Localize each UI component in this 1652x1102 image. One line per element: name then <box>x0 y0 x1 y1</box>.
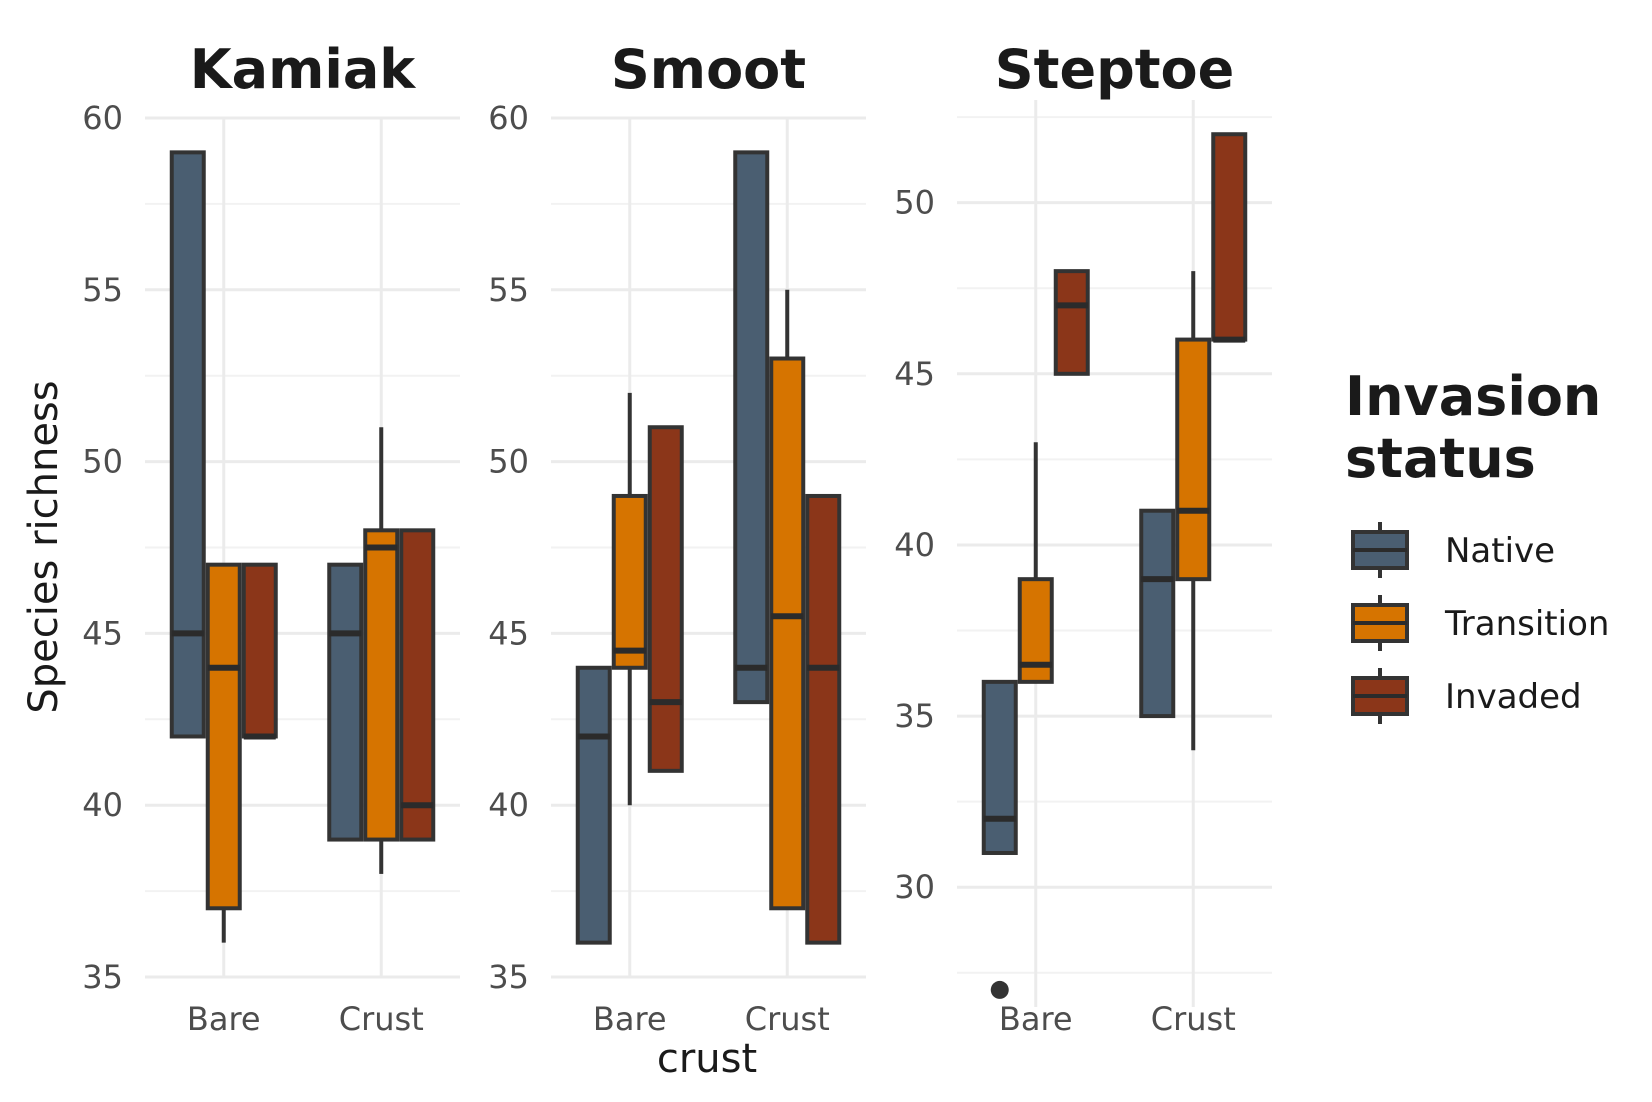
y-tick-label: 40 <box>488 786 529 824</box>
box-body <box>733 150 770 705</box>
legend-item-native: Native <box>1351 522 1555 578</box>
outlier-point <box>990 980 1009 999</box>
y-tick-label: 35 <box>894 697 935 735</box>
facet-steptoe: 30 35 40 45 50 Bare Crust Steptoe <box>894 38 1272 1038</box>
box-bare-transition <box>611 392 648 806</box>
box-crust-transition <box>769 289 806 911</box>
box-body <box>647 425 684 773</box>
x-tick-label: Bare <box>999 1000 1073 1038</box>
box-crust-invaded <box>399 528 436 842</box>
box-body <box>981 679 1018 855</box>
legend-item-transition: Transition <box>1351 595 1609 651</box>
box-body <box>769 356 806 911</box>
y-tick-label: 50 <box>82 443 123 481</box>
box-body <box>363 528 400 842</box>
y-tick-label: 50 <box>894 184 935 222</box>
box-body <box>1211 132 1248 342</box>
y-tick-label: 45 <box>894 355 935 393</box>
y-tick-label: 60 <box>82 99 123 137</box>
y-tick-label: 55 <box>82 271 123 309</box>
x-tick-label: Crust <box>1151 1000 1236 1038</box>
box-crust-transition <box>1175 271 1212 751</box>
box-crust-native <box>1139 508 1176 719</box>
y-tick-label: 45 <box>82 614 123 652</box>
box-crust-transition <box>363 427 400 874</box>
facet-kamiak: 35 40 45 50 55 60 Bare Crust Kamiak <box>82 38 460 1038</box>
box-bare-native <box>575 665 612 945</box>
facet-smoot: 35 40 45 50 55 60 Bare Crust Smoot <box>488 38 866 1038</box>
x-tick-label: Bare <box>187 1000 261 1038</box>
box-bare-invaded <box>1053 269 1090 376</box>
box-bare-invaded <box>241 562 278 740</box>
box-body <box>327 562 364 842</box>
box-body <box>575 665 612 945</box>
x-tick-label: Crust <box>745 1000 830 1038</box>
y-tick-label: 40 <box>894 526 935 564</box>
y-tick-label: 40 <box>82 786 123 824</box>
y-tick-label: 50 <box>488 443 529 481</box>
legend-label: Invaded <box>1445 677 1582 717</box>
box-body <box>241 562 278 739</box>
box-bare-transition <box>205 562 242 943</box>
box-bare-invaded <box>647 425 684 773</box>
legend-title: Invasion <box>1345 365 1601 428</box>
y-tick-label: 35 <box>488 958 529 996</box>
box-body <box>205 562 242 911</box>
box-crust-native <box>733 150 770 705</box>
y-tick-label: 30 <box>894 868 935 906</box>
box-crust-native <box>327 562 364 842</box>
box-body <box>611 493 648 670</box>
panel-title: Kamiak <box>190 38 417 101</box>
legend-label: Native <box>1445 531 1555 571</box>
box-bare-native <box>981 679 1018 999</box>
facet-panels: 35 40 45 50 55 60 Bare Crust Kamiak 35 40 45 50 55 60 B… <box>82 38 1272 1038</box>
panel-title: Smoot <box>611 38 806 101</box>
box-bare-native <box>169 150 206 739</box>
box-bare-transition <box>1017 442 1054 684</box>
x-tick-label: Crust <box>339 1000 424 1038</box>
legend-item-invaded: Invaded <box>1351 668 1582 724</box>
box-body <box>1175 337 1212 582</box>
y-tick-label: 35 <box>82 958 123 996</box>
box-body <box>169 150 206 739</box>
x-tick-label: Bare <box>593 1000 667 1038</box>
legend-title: status <box>1345 427 1536 490</box>
box-crust-invaded <box>1211 132 1248 343</box>
legend-label: Transition <box>1444 604 1609 644</box>
box-crust-invaded <box>805 493 842 945</box>
box-body <box>805 493 842 945</box>
box-body <box>1053 269 1090 376</box>
y-tick-label: 55 <box>488 271 529 309</box>
x-axis-title: crust <box>657 1036 757 1082</box>
y-axis-title: Species richness <box>21 380 67 713</box>
y-tick-label: 60 <box>488 99 529 137</box>
box-body <box>1139 508 1176 719</box>
y-tick-label: 45 <box>488 614 529 652</box>
box-body <box>399 528 436 842</box>
panel-title: Steptoe <box>995 38 1235 101</box>
